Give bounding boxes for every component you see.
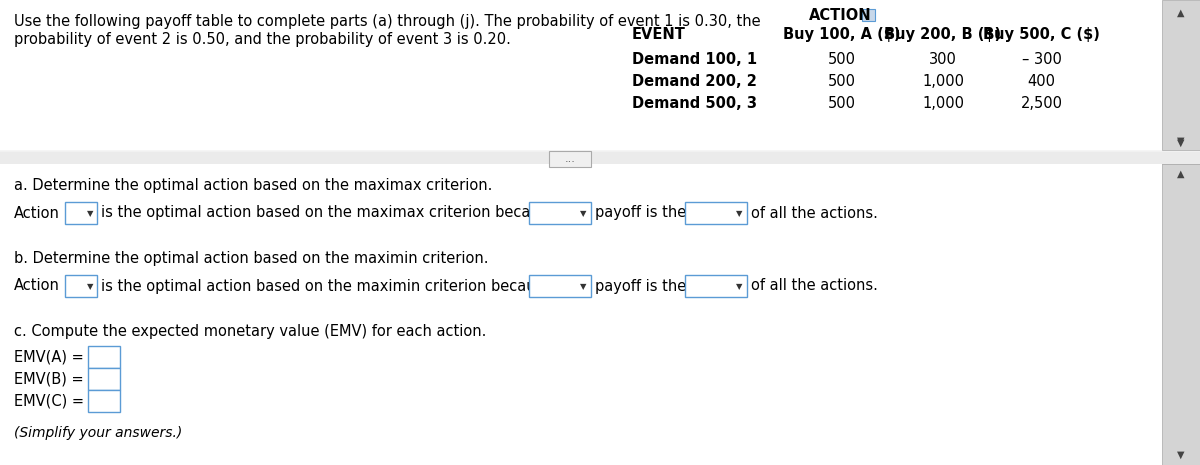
Text: ▼: ▼ <box>580 283 587 292</box>
Text: c. Compute the expected monetary value (EMV) for each action.: c. Compute the expected monetary value (… <box>14 324 486 339</box>
Text: – 300: – 300 <box>1021 52 1062 67</box>
Text: b. Determine the optimal action based on the maximin criterion.: b. Determine the optimal action based on… <box>14 251 488 266</box>
Text: is the optimal action based on the maximax criterion because its: is the optimal action based on the maxim… <box>101 206 578 220</box>
Text: ▼: ▼ <box>736 210 743 219</box>
Text: Demand 100, 1: Demand 100, 1 <box>632 52 757 67</box>
Text: ▲: ▲ <box>1177 8 1184 18</box>
Text: a. Determine the optimal action based on the maximax criterion.: a. Determine the optimal action based on… <box>14 178 492 193</box>
Text: ...: ... <box>564 154 576 164</box>
Text: (Simplify your answers.): (Simplify your answers.) <box>14 426 182 440</box>
Text: 500: 500 <box>828 52 856 67</box>
Text: ▼: ▼ <box>1177 138 1184 148</box>
Text: ▼: ▼ <box>580 210 587 219</box>
Text: ▼: ▼ <box>1177 136 1184 146</box>
Text: 1,000: 1,000 <box>922 96 964 111</box>
Text: probability of event 2 is 0.50, and the probability of event 3 is 0.20.: probability of event 2 is 0.50, and the … <box>14 32 511 47</box>
Text: EMV(B) = $: EMV(B) = $ <box>14 372 97 386</box>
Text: is the optimal action based on the maximin criterion because its: is the optimal action based on the maxim… <box>101 279 575 293</box>
Text: ▼: ▼ <box>86 210 94 219</box>
Text: Demand 200, 2: Demand 200, 2 <box>632 74 757 89</box>
Text: ▼: ▼ <box>1177 450 1184 460</box>
Text: Demand 500, 3: Demand 500, 3 <box>632 96 757 111</box>
Text: ▲: ▲ <box>1177 169 1184 179</box>
Text: Action: Action <box>14 206 60 220</box>
Text: of all the actions.: of all the actions. <box>751 279 878 293</box>
Text: of all the actions.: of all the actions. <box>751 206 878 220</box>
Text: EMV(A) = $: EMV(A) = $ <box>14 350 97 365</box>
Text: EVENT: EVENT <box>632 27 686 42</box>
Text: EMV(C) = $: EMV(C) = $ <box>14 393 98 408</box>
Text: payoff is the: payoff is the <box>595 279 686 293</box>
Text: Use the following payoff table to complete parts (a) through (j). The probabilit: Use the following payoff table to comple… <box>14 14 761 29</box>
Text: Action: Action <box>14 279 60 293</box>
Text: 400: 400 <box>1027 74 1056 89</box>
Text: payoff is the: payoff is the <box>595 206 686 220</box>
Text: ▼: ▼ <box>86 283 94 292</box>
Text: 300: 300 <box>929 52 956 67</box>
Text: 500: 500 <box>828 96 856 111</box>
Text: Buy 100, A ($): Buy 100, A ($) <box>782 27 900 42</box>
Text: 500: 500 <box>828 74 856 89</box>
Text: ACTION: ACTION <box>809 8 871 23</box>
Text: ▼: ▼ <box>736 283 743 292</box>
Text: Buy 200, B ($): Buy 200, B ($) <box>884 27 1002 42</box>
Text: 1,000: 1,000 <box>922 74 964 89</box>
Text: 2,500: 2,500 <box>1020 96 1062 111</box>
Text: Buy 500, C ($): Buy 500, C ($) <box>983 27 1100 42</box>
